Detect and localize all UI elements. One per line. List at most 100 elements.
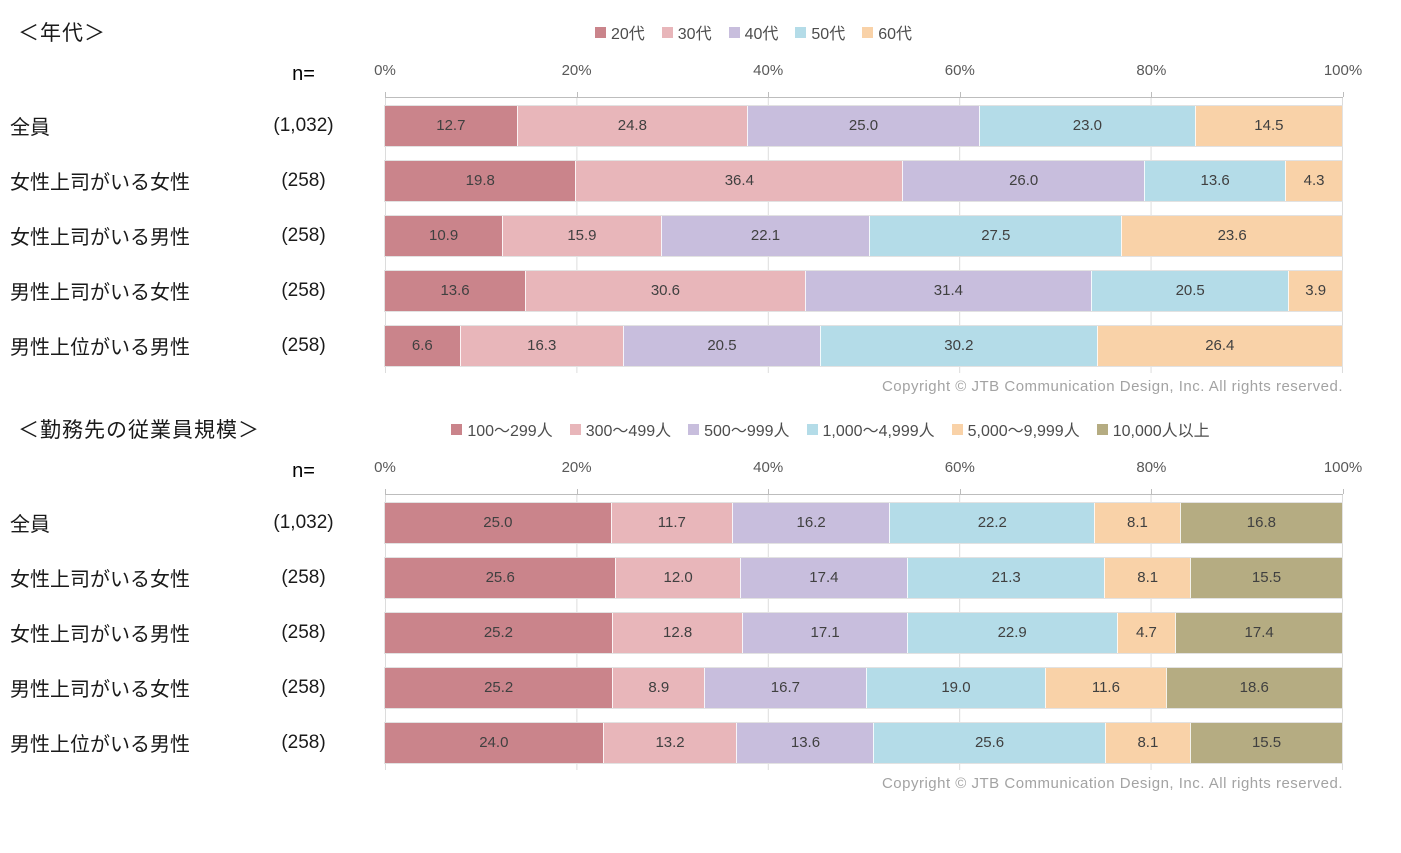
legend-label: 60代 xyxy=(878,26,913,43)
bar-segment: 20.5 xyxy=(622,325,821,366)
row-n-value: (1,032) xyxy=(273,511,334,533)
bar-segment: 23.0 xyxy=(978,105,1195,146)
row-n-value: (258) xyxy=(281,279,326,301)
axis-ticks: 0% 20% 40% 60% 80% 100% xyxy=(374,54,1362,98)
legend-item: 1,000～4,999人 xyxy=(806,417,935,441)
chart-age-rows: 全員 (1,032) 12.7 24.8 25.0 23.0 14.5 女性上司がいる女性 (2… xyxy=(0,98,1401,373)
bar-segment: 3.9 xyxy=(1288,270,1342,311)
stacked-bar: 25.0 11.7 16.2 22.2 8.1 16.8 xyxy=(385,502,1343,543)
chart-row: 女性上司がいる女性 (258) 25.6 12.0 17.4 21.3 8.1 15.5 xyxy=(0,550,1401,605)
bar-segment-value: 16.8 xyxy=(1246,514,1276,531)
legend-swatch-icon xyxy=(451,423,463,435)
chart-employee-size-section: ＜勤務先の従業員規模＞ 100～299人 300～499人 500～999人 1,00… xyxy=(0,411,1401,792)
axis-tick-label: 20% xyxy=(561,62,592,79)
axis-ticks: 0% 20% 40% 60% 80% 100% xyxy=(374,451,1362,495)
chart-employee-size-header: ＜勤務先の従業員規模＞ 100～299人 300～499人 500～999人 1,00… xyxy=(0,411,1401,447)
axis-tick-mark xyxy=(576,489,578,494)
row-label: 全員 xyxy=(10,514,50,536)
legend-item: 100～299人 xyxy=(451,417,553,441)
axis-tick-mark xyxy=(959,92,961,97)
bar-segment-value: 13.6 xyxy=(440,282,470,299)
bar-segment: 30.6 xyxy=(525,270,805,311)
chart-row: 女性上司がいる男性 (258) 25.2 12.8 17.1 22.9 4.7 17.4 xyxy=(0,605,1401,660)
bar-segment-value: 24.8 xyxy=(617,117,647,134)
row-plot-area: 19.8 36.4 26.0 13.6 4.3 xyxy=(385,153,1343,208)
row-n-value: (1,032) xyxy=(273,114,334,136)
axis-tick-label: 20% xyxy=(561,459,592,476)
bar-segment-value: 10.9 xyxy=(428,227,459,244)
bar-segment-value: 12.7 xyxy=(436,117,466,134)
legend-swatch-icon xyxy=(1096,423,1108,435)
legend-item: 5,000～9,999人 xyxy=(951,417,1080,441)
bar-segment: 17.4 xyxy=(1175,612,1342,653)
axis-tick-mark xyxy=(385,489,386,494)
stacked-bar: 25.2 8.9 16.7 19.0 11.6 18.6 xyxy=(385,667,1342,708)
bar-segment-value: 31.4 xyxy=(933,282,963,299)
bar-segment-value: 20.5 xyxy=(1175,282,1205,299)
bar-segment: 25.0 xyxy=(747,105,979,146)
legend-item: 10,000人以上 xyxy=(1096,417,1210,441)
stacked-bar: 13.6 30.6 31.4 20.5 3.9 xyxy=(385,270,1342,311)
row-n-value: (258) xyxy=(281,621,326,643)
bar-segment-value: 8.9 xyxy=(648,679,670,696)
bar-segment: 22.9 xyxy=(906,612,1117,653)
axis-tick-mark xyxy=(1343,489,1344,494)
chart-employee-size-title: ＜勤務先の従業員規模＞ xyxy=(18,419,260,442)
bar-segment: 16.8 xyxy=(1179,502,1343,543)
bar-segment-value: 13.2 xyxy=(655,734,685,751)
bar-segment-value: 24.0 xyxy=(479,734,509,751)
legend-swatch-icon xyxy=(862,26,874,38)
row-plot-area: 25.2 12.8 17.1 22.9 4.7 17.4 xyxy=(385,605,1343,660)
legend-label: 10,000人以上 xyxy=(1112,423,1210,440)
bar-segment: 18.6 xyxy=(1165,667,1342,708)
legend-item: 30代 xyxy=(661,20,712,44)
legend-label: 300～499人 xyxy=(585,423,672,440)
chart-age-axis-row: n= 0% 20% 40% 60% 80% 100% xyxy=(0,54,1401,98)
axis-tick-mark xyxy=(768,489,770,494)
stacked-bar: 24.0 13.2 13.6 25.6 8.1 15.5 xyxy=(385,722,1342,763)
axis-tick-mark xyxy=(385,92,386,97)
row-plot-area: 25.6 12.0 17.4 21.3 8.1 15.5 xyxy=(385,550,1343,605)
bar-segment: 26.0 xyxy=(902,160,1145,201)
axis-tick-label: 40% xyxy=(753,62,784,79)
legend-swatch-icon xyxy=(795,26,807,38)
bar-segment-value: 15.9 xyxy=(567,227,597,244)
row-n-value: (258) xyxy=(281,169,326,191)
row-plot-area: 25.2 8.9 16.7 19.0 11.6 18.6 xyxy=(385,660,1343,715)
bar-segment: 23.6 xyxy=(1121,215,1343,256)
legend-item: 50代 xyxy=(795,20,845,44)
bar-segment: 10.9 xyxy=(385,215,503,256)
row-plot-area: 24.0 13.2 13.6 25.6 8.1 15.5 xyxy=(385,715,1343,770)
bar-segment-value: 16.7 xyxy=(770,679,800,696)
legend-swatch-icon xyxy=(951,423,963,435)
row-label: 女性上司がいる男性 xyxy=(10,227,190,249)
bar-segment-value: 25.6 xyxy=(974,734,1005,751)
chart-employee-size-legend: 100～299人 300～499人 500～999人 1,000～4,999人 5,00… xyxy=(260,417,1401,441)
legend-label: 1,000～4,999人 xyxy=(822,423,935,440)
bar-segment-value: 4.7 xyxy=(1136,624,1157,641)
axis-tick-mark xyxy=(1343,92,1344,97)
bar-segment: 25.2 xyxy=(385,612,612,653)
legend-item: 60代 xyxy=(862,20,912,44)
bar-segment-value: 25.2 xyxy=(483,624,514,641)
row-plot-area: 13.6 30.6 31.4 20.5 3.9 xyxy=(385,263,1343,318)
axis-tick-label: 0% xyxy=(374,62,396,79)
bar-segment: 4.3 xyxy=(1285,160,1343,201)
bar-segment: 15.5 xyxy=(1190,722,1342,763)
bar-segment-value: 4.3 xyxy=(1303,172,1325,189)
bar-segment-value: 16.2 xyxy=(796,514,826,531)
bar-segment-value: 15.5 xyxy=(1251,734,1282,751)
n-equals-label: n= xyxy=(292,460,315,482)
bar-segment: 19.0 xyxy=(865,667,1046,708)
bar-segment-value: 19.0 xyxy=(941,679,971,696)
bar-segment-value: 15.5 xyxy=(1251,569,1282,586)
axis-tick-label: 60% xyxy=(944,62,975,79)
row-plot-area: 12.7 24.8 25.0 23.0 14.5 xyxy=(385,98,1343,153)
bar-segment: 31.4 xyxy=(804,270,1091,311)
legend-swatch-icon xyxy=(661,26,673,38)
bar-segment-value: 11.6 xyxy=(1091,679,1120,696)
bar-segment: 8.1 xyxy=(1104,557,1190,598)
chart-row: 全員 (1,032) 25.0 11.7 16.2 22.2 8.1 16.8 xyxy=(0,495,1401,550)
legend-label: 40代 xyxy=(744,26,779,43)
